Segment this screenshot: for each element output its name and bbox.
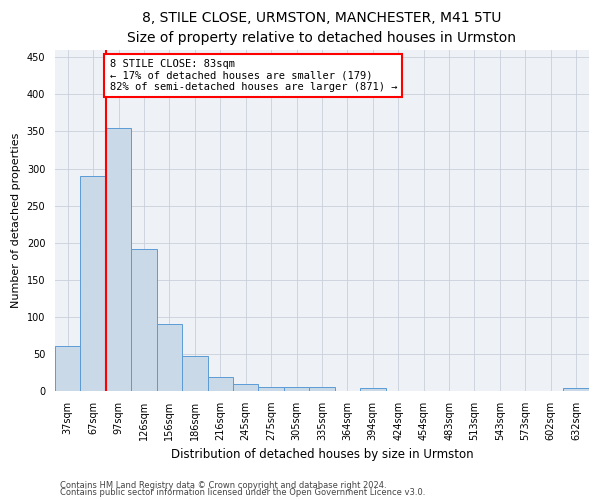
Text: 8 STILE CLOSE: 83sqm
← 17% of detached houses are smaller (179)
82% of semi-deta: 8 STILE CLOSE: 83sqm ← 17% of detached h… <box>110 59 397 92</box>
Bar <box>309 387 335 391</box>
Bar <box>563 388 589 391</box>
Bar <box>182 356 208 391</box>
Bar <box>106 128 131 391</box>
Bar <box>360 388 386 391</box>
Bar <box>208 377 233 391</box>
Bar <box>259 387 284 391</box>
Bar <box>55 346 80 391</box>
X-axis label: Distribution of detached houses by size in Urmston: Distribution of detached houses by size … <box>170 448 473 462</box>
Bar <box>157 324 182 391</box>
Bar <box>233 384 259 391</box>
Bar <box>284 387 309 391</box>
Y-axis label: Number of detached properties: Number of detached properties <box>11 132 21 308</box>
Bar <box>80 176 106 391</box>
Text: Contains public sector information licensed under the Open Government Licence v3: Contains public sector information licen… <box>60 488 425 497</box>
Title: 8, STILE CLOSE, URMSTON, MANCHESTER, M41 5TU
Size of property relative to detach: 8, STILE CLOSE, URMSTON, MANCHESTER, M41… <box>127 11 517 44</box>
Text: Contains HM Land Registry data © Crown copyright and database right 2024.: Contains HM Land Registry data © Crown c… <box>60 480 386 490</box>
Bar <box>131 248 157 391</box>
